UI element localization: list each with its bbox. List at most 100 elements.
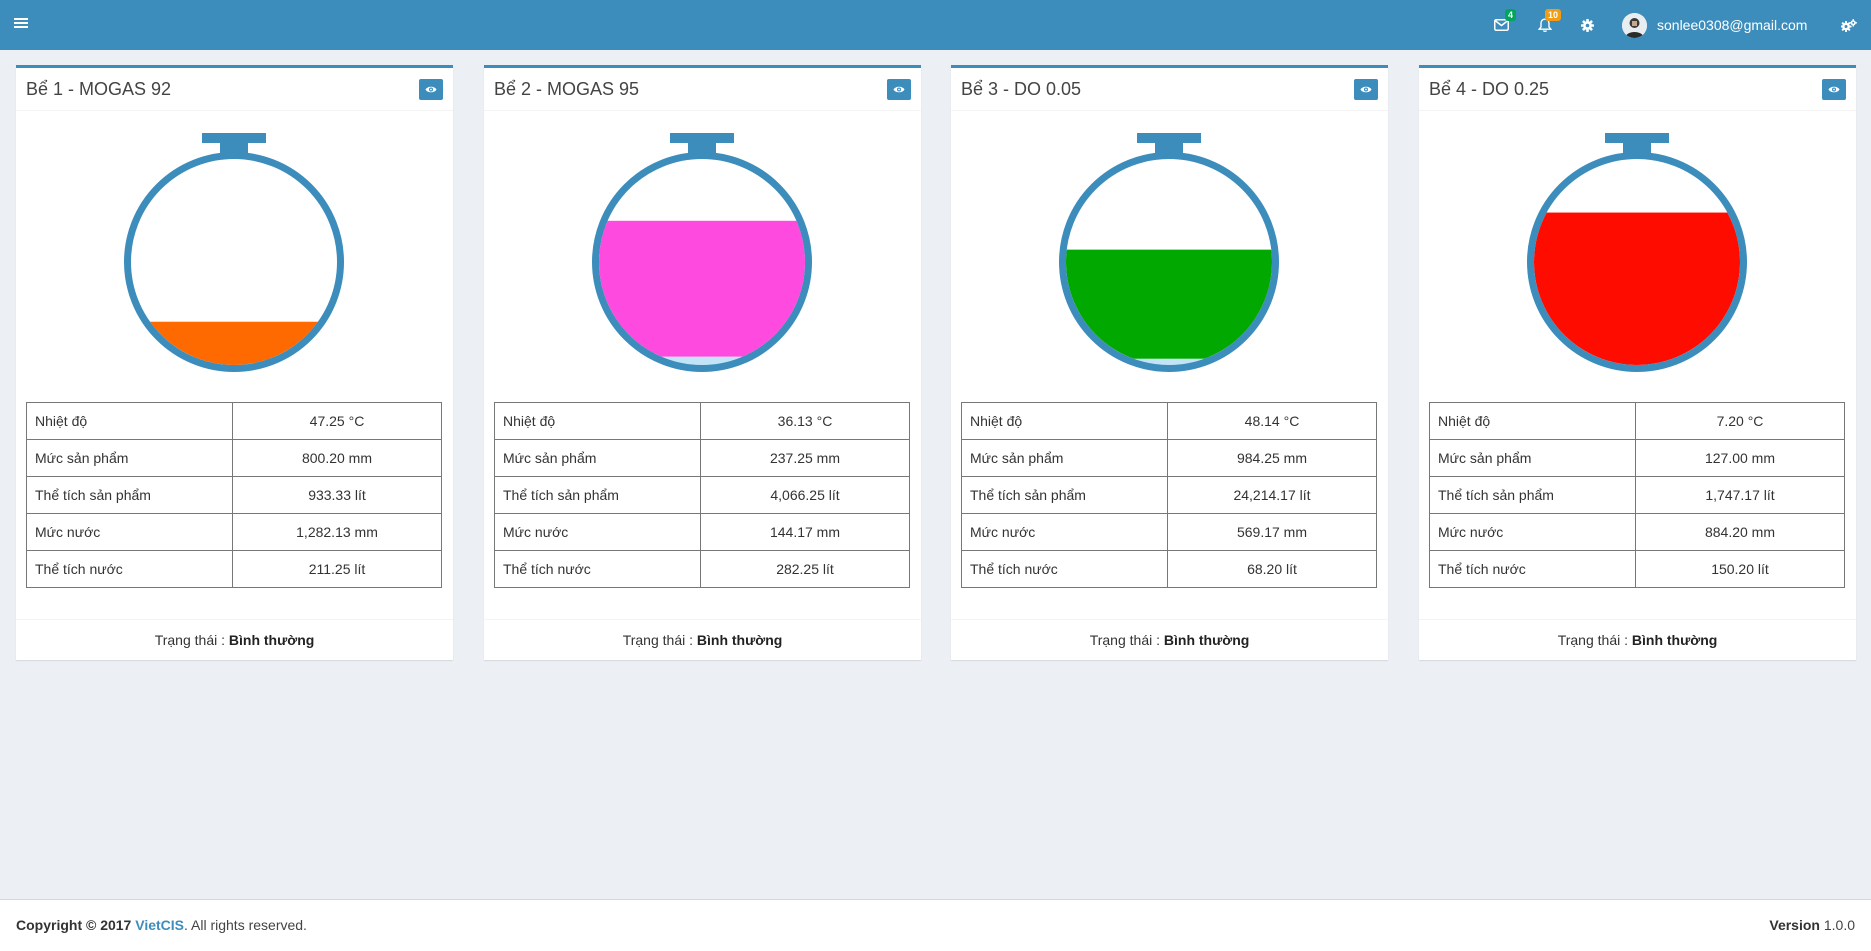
row-label: Thể tích sản phẩm [494, 476, 701, 514]
table-row: Thể tích sản phẩm 24,214.17 lít [961, 476, 1377, 514]
tank-gauge [1059, 133, 1279, 372]
table-row: Mức sản phẩm 237.25 mm [494, 439, 910, 477]
water-level-fill [599, 356, 805, 365]
row-label: Thể tích nước [961, 550, 1168, 588]
table-row: Nhiệt độ 7.20 °C [1429, 402, 1845, 440]
row-value: 47.25 °C [232, 402, 442, 440]
tank-card-1: Bể 1 - MOGAS 92 Nhiệt độ 47.25 °C Mức sản p… [16, 65, 453, 660]
eye-icon [425, 81, 437, 99]
tank-info-table: Nhiệt độ 36.13 °C Mức sản phẩm 237.25 mm Thể… [494, 402, 910, 588]
tank-card-header: Bể 3 - DO 0.05 [951, 68, 1388, 111]
row-value: 150.20 lít [1635, 550, 1845, 588]
row-value: 144.17 mm [700, 513, 910, 551]
table-row: Thể tích nước 282.25 lít [494, 550, 910, 588]
tank-card-4: Bể 4 - DO 0.25 Nhiệt độ 7.20 °C Mức sản phẩ… [1419, 65, 1856, 660]
table-row: Mức sản phẩm 127.00 mm [1429, 439, 1845, 477]
table-row: Thể tích nước 68.20 lít [961, 550, 1377, 588]
table-row: Nhiệt độ 47.25 °C [26, 402, 442, 440]
version-label: Version [1769, 917, 1820, 933]
water-level-fill [1066, 358, 1272, 365]
rights-text: . All rights reserved. [184, 917, 307, 933]
row-value: 36.13 °C [700, 402, 910, 440]
table-row: Mức nước 884.20 mm [1429, 513, 1845, 551]
row-value: 7.20 °C [1635, 402, 1845, 440]
tank-card-header: Bể 2 - MOGAS 95 [484, 68, 921, 111]
row-value: 1,282.13 mm [232, 513, 442, 551]
tank-title: Bể 4 - DO 0.25 [1429, 79, 1550, 99]
table-row: Mức sản phẩm 984.25 mm [961, 439, 1377, 477]
table-row: Mức nước 1,282.13 mm [26, 513, 442, 551]
tank-card-2: Bể 2 - MOGAS 95 Nhiệt độ 36.13 °C Mức sản p… [484, 65, 921, 660]
row-value: 127.00 mm [1635, 439, 1845, 477]
table-row: Nhiệt độ 48.14 °C [961, 402, 1377, 440]
row-value: 48.14 °C [1167, 402, 1377, 440]
tank-card-3: Bể 3 - DO 0.05 Nhiệt độ 48.14 °C Mức sản ph… [951, 65, 1388, 660]
view-tank-button[interactable] [1354, 79, 1378, 100]
table-row: Thể tích nước 150.20 lít [1429, 550, 1845, 588]
row-label: Mức nước [26, 513, 233, 551]
row-label: Thể tích sản phẩm [26, 476, 233, 514]
row-label: Thể tích nước [26, 550, 233, 588]
row-value: 282.25 lít [700, 550, 910, 588]
row-label: Mức nước [1429, 513, 1636, 551]
notifications-button[interactable]: 10 [1532, 0, 1562, 50]
table-row: Thể tích sản phẩm 4,066.25 lít [494, 476, 910, 514]
status-value: Bình thường [1631, 632, 1718, 648]
table-row: Thể tích sản phẩm 933.33 lít [26, 476, 442, 514]
tank-card-header: Bể 4 - DO 0.25 [1419, 68, 1856, 111]
table-row: Nhiệt độ 36.13 °C [494, 402, 910, 440]
row-value: 884.20 mm [1635, 513, 1845, 551]
tank-neck [1155, 143, 1183, 158]
control-sidebar-toggle[interactable] [1838, 0, 1860, 50]
tank-status: Trạng thái : Bình thường [951, 619, 1388, 660]
tank-status: Trạng thái : Bình thường [16, 619, 453, 660]
product-level-fill [599, 220, 805, 357]
row-label: Thể tích sản phẩm [1429, 476, 1636, 514]
view-tank-button[interactable] [419, 79, 443, 100]
row-label: Thể tích sản phẩm [961, 476, 1168, 514]
view-tank-button[interactable] [887, 79, 911, 100]
row-label: Mức nước [961, 513, 1168, 551]
eye-icon [1360, 81, 1372, 99]
messages-button[interactable]: 4 [1488, 0, 1517, 50]
tank-cap [1137, 133, 1201, 143]
gears-icon [1841, 18, 1857, 32]
eye-icon [893, 81, 905, 99]
view-tank-button[interactable] [1822, 79, 1846, 100]
top-navbar: 4 10 [0, 0, 1871, 50]
tank-title: Bể 3 - DO 0.05 [961, 79, 1082, 99]
status-label: Trạng thái : [1089, 632, 1160, 648]
tank-status: Trạng thái : Bình thường [484, 619, 921, 660]
row-label: Mức sản phẩm [26, 439, 233, 477]
row-value: 933.33 lít [232, 476, 442, 514]
brand-link[interactable]: VietCIS [135, 917, 184, 933]
row-value: 237.25 mm [700, 439, 910, 477]
row-value: 984.25 mm [1167, 439, 1377, 477]
tank-gauge [124, 133, 344, 372]
tank-card-header: Bể 1 - MOGAS 92 [16, 68, 453, 111]
row-value: 569.17 mm [1167, 513, 1377, 551]
tank-gauge [1527, 133, 1747, 372]
row-label: Mức sản phẩm [494, 439, 701, 477]
table-row: Thể tích sản phẩm 1,747.17 lít [1429, 476, 1845, 514]
tank-info-table: Nhiệt độ 47.25 °C Mức sản phẩm 800.20 mm Thể… [26, 402, 442, 588]
table-row: Mức sản phẩm 800.20 mm [26, 439, 442, 477]
tank-cap [670, 133, 734, 143]
user-menu[interactable]: sonlee0308@gmail.com [1622, 0, 1807, 50]
status-label: Trạng thái : [1557, 632, 1628, 648]
bars-icon[interactable] [14, 16, 30, 34]
row-label: Thể tích nước [494, 550, 701, 588]
tank-cap [1605, 133, 1669, 143]
row-value: 800.20 mm [232, 439, 442, 477]
tank-cap [202, 133, 266, 143]
row-value: 211.25 lít [232, 550, 442, 588]
envelope-icon [1493, 19, 1509, 31]
tank-title: Bể 1 - MOGAS 92 [26, 79, 172, 99]
tank-info-table: Nhiệt độ 7.20 °C Mức sản phẩm 127.00 mm Thể … [1429, 402, 1845, 588]
row-label: Thể tích nước [1429, 550, 1636, 588]
table-row: Mức nước 144.17 mm [494, 513, 910, 551]
settings-button[interactable] [1577, 0, 1597, 50]
row-value: 1,747.17 lít [1635, 476, 1845, 514]
tank-status: Trạng thái : Bình thường [1419, 619, 1856, 660]
table-row: Mức nước 569.17 mm [961, 513, 1377, 551]
